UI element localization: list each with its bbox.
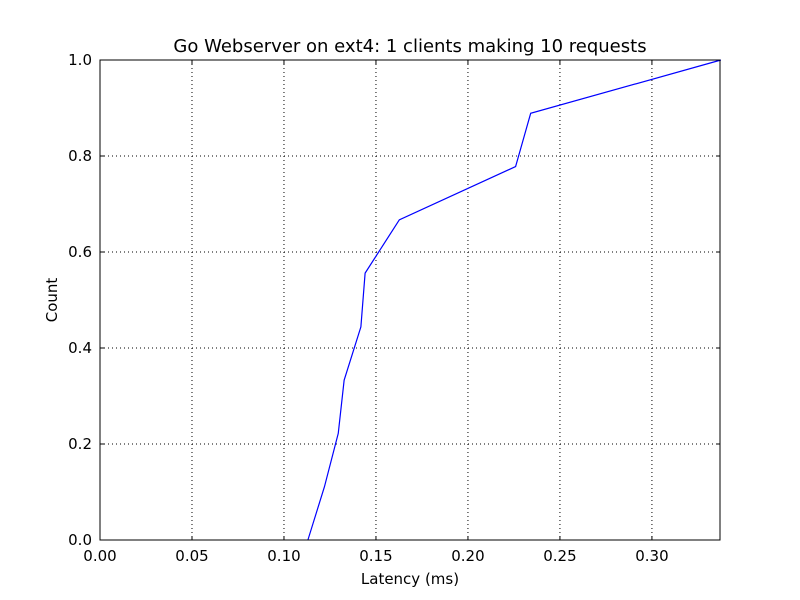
- plot-frame: [99, 59, 721, 541]
- y-tick-label: 0.4: [68, 339, 92, 357]
- x-tick-label: 0.15: [359, 547, 392, 565]
- chart-title: Go Webserver on ext4: 1 clients making 1…: [173, 36, 646, 57]
- y-axis-label: Count: [43, 278, 61, 323]
- x-tick-labels: 0.00 0.05 0.10 0.15 0.20 0.25 0.30: [83, 547, 668, 565]
- x-axis-label: Latency (ms): [361, 570, 459, 588]
- y-tick-label: 0.8: [68, 147, 92, 165]
- x-tick-label: 0.25: [543, 547, 576, 565]
- x-tick-label: 0.05: [175, 547, 208, 565]
- x-tick-label: 0.20: [451, 547, 484, 565]
- series-layer: [307, 59, 722, 541]
- cdf-line: [307, 59, 722, 541]
- y-tick-labels: 0.0 0.2 0.4 0.6 0.8 1.0: [68, 51, 92, 549]
- x-tick-label: 0.10: [267, 547, 300, 565]
- y-tick-label: 1.0: [68, 51, 92, 69]
- y-tick-label: 0.6: [68, 243, 92, 261]
- ticks-layer: [99, 59, 720, 541]
- y-tick-label: 0.2: [68, 435, 92, 453]
- x-tick-label: 0.00: [83, 547, 116, 565]
- y-tick-label: 0.0: [68, 531, 92, 549]
- grid-layer: [99, 59, 720, 541]
- x-tick-label: 0.30: [635, 547, 668, 565]
